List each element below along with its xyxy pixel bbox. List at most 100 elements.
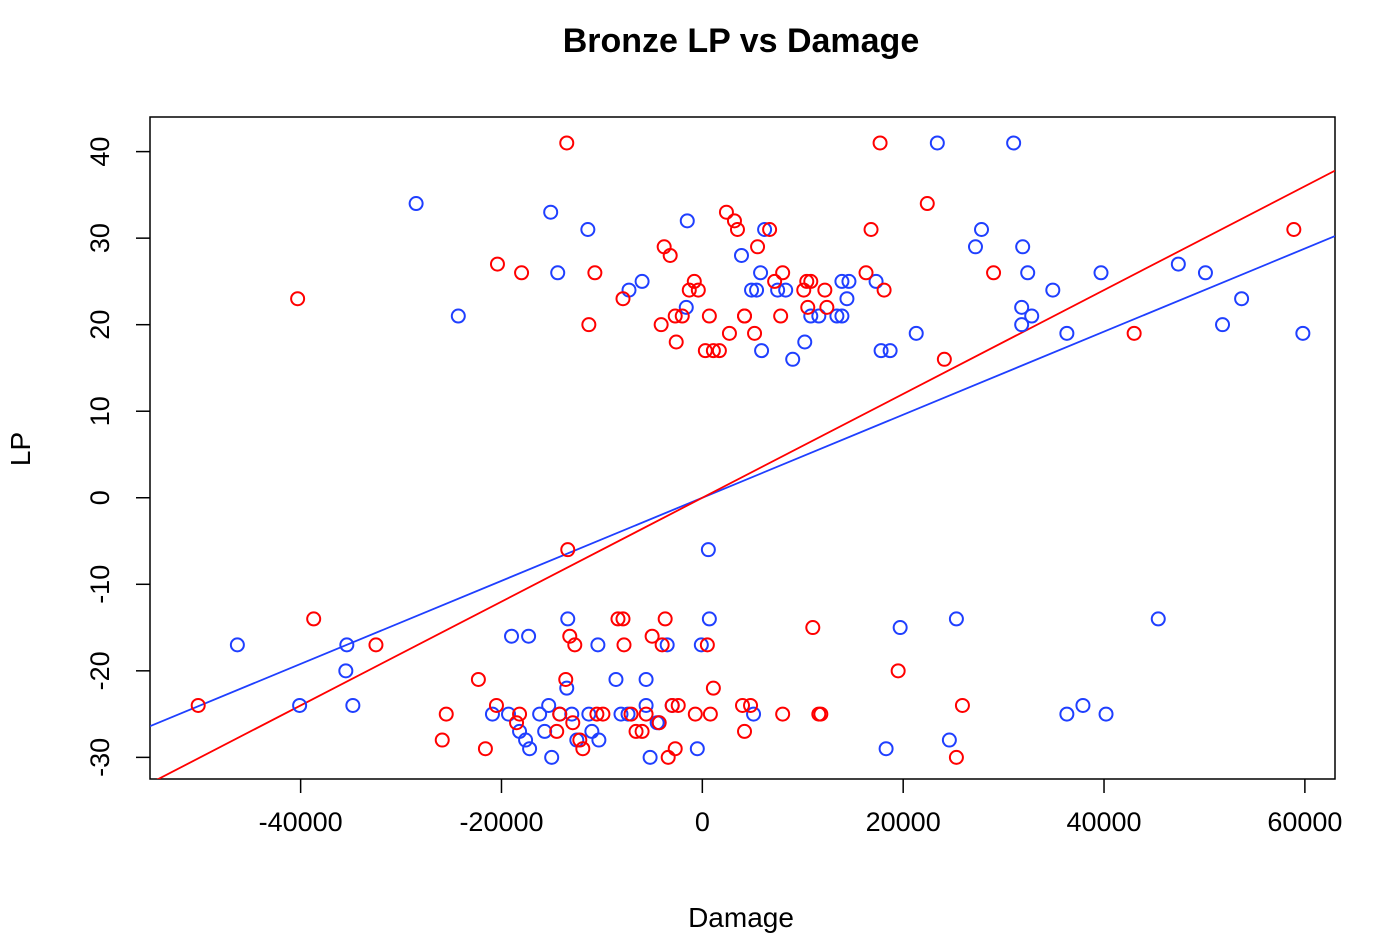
data-point-series-2 <box>690 282 706 298</box>
data-point-series-2 <box>290 291 306 307</box>
data-point-series-2 <box>368 637 384 653</box>
data-point-series-2 <box>813 706 829 722</box>
data-point-series-1 <box>868 273 884 289</box>
data-point-series-1 <box>1295 325 1311 341</box>
data-point-series-1 <box>1024 308 1040 324</box>
data-point-series-1 <box>1014 317 1030 333</box>
data-point-series-1 <box>613 706 629 722</box>
data-point-series-1 <box>749 282 765 298</box>
data-point-series-1 <box>450 308 466 324</box>
x-tick-label: 60000 <box>1267 807 1342 837</box>
data-point-series-1 <box>1059 325 1075 341</box>
data-point-series-2 <box>954 697 970 713</box>
data-point-series-1 <box>1098 706 1114 722</box>
data-point-series-2 <box>702 706 718 722</box>
data-point-series-1 <box>1075 697 1091 713</box>
data-point-series-1 <box>770 282 786 298</box>
data-point-series-2 <box>572 732 588 748</box>
data-point-series-1 <box>541 697 557 713</box>
data-point-series-1 <box>559 680 575 696</box>
data-point-series-2 <box>567 637 583 653</box>
data-point-series-1 <box>532 706 548 722</box>
y-tick-label: 20 <box>85 310 115 340</box>
data-point-series-2 <box>872 135 888 151</box>
data-point-series-1 <box>484 706 500 722</box>
data-point-series-2 <box>773 308 789 324</box>
data-point-series-2 <box>701 308 717 324</box>
data-point-series-2 <box>876 282 892 298</box>
data-point-series-1 <box>811 308 827 324</box>
data-point-series-2 <box>560 542 576 558</box>
data-point-series-2 <box>718 204 734 220</box>
data-point-series-2 <box>489 256 505 272</box>
data-point-series-2 <box>726 213 742 229</box>
data-point-series-2 <box>681 282 697 298</box>
data-point-series-2 <box>654 637 670 653</box>
data-point-series-1 <box>908 325 924 341</box>
data-point-series-2 <box>549 723 565 739</box>
data-point-series-1 <box>339 637 355 653</box>
data-point-series-2 <box>667 741 683 757</box>
data-point-series-2 <box>737 723 753 739</box>
data-point-series-1 <box>892 620 908 636</box>
data-point-series-1 <box>560 611 576 627</box>
data-point-series-2 <box>948 749 964 765</box>
data-point-series-2 <box>863 221 879 237</box>
data-point-series-2 <box>750 239 766 255</box>
data-point-series-2 <box>711 343 727 359</box>
data-point-series-1 <box>746 706 762 722</box>
data-point-series-1 <box>642 749 658 765</box>
data-point-series-2 <box>664 697 680 713</box>
data-point-series-1 <box>797 334 813 350</box>
data-point-series-2 <box>514 265 530 281</box>
data-point-series-1 <box>744 282 760 298</box>
data-point-series-1 <box>1215 317 1231 333</box>
data-point-series-2 <box>705 343 721 359</box>
data-point-series-1 <box>634 273 650 289</box>
data-point-series-2 <box>470 671 486 687</box>
data-point-series-2 <box>634 723 650 739</box>
data-point-series-1 <box>701 611 717 627</box>
x-tick-label: -20000 <box>459 807 543 837</box>
data-point-series-1 <box>929 135 945 151</box>
data-point-series-2 <box>1126 325 1142 341</box>
data-point-series-2 <box>800 299 816 315</box>
data-point-series-1 <box>543 204 559 220</box>
data-point-series-2 <box>919 196 935 212</box>
data-point-series-2 <box>762 221 778 237</box>
data-point-series-2 <box>805 620 821 636</box>
data-point-series-1 <box>345 697 361 713</box>
data-point-series-2 <box>660 749 676 765</box>
data-point-series-2 <box>936 351 952 367</box>
data-point-series-1 <box>778 282 794 298</box>
x-tick-label: 40000 <box>1066 807 1141 837</box>
data-point-series-1 <box>834 308 850 324</box>
y-tick-label: 10 <box>85 396 115 426</box>
data-point-series-1 <box>948 611 964 627</box>
data-point-series-2 <box>615 611 631 627</box>
data-point-series-1 <box>518 732 534 748</box>
data-point-series-2 <box>509 715 525 731</box>
data-point-series-1 <box>522 741 538 757</box>
data-point-series-2 <box>743 697 759 713</box>
data-point-series-2 <box>565 715 581 731</box>
data-point-series-2 <box>587 265 603 281</box>
data-point-series-1 <box>638 697 654 713</box>
data-point-series-2 <box>890 663 906 679</box>
data-point-series-1 <box>501 706 517 722</box>
data-point-series-2 <box>699 637 715 653</box>
data-point-series-1 <box>1093 265 1109 281</box>
data-point-series-2 <box>729 221 745 237</box>
y-tick-label: -10 <box>85 565 115 604</box>
data-point-series-2 <box>686 273 702 289</box>
data-point-series-2 <box>559 135 575 151</box>
data-point-series-1 <box>679 213 695 229</box>
data-point-series-2 <box>610 611 626 627</box>
data-point-series-1 <box>882 343 898 359</box>
data-point-series-2 <box>817 282 833 298</box>
data-point-series-2 <box>697 343 713 359</box>
data-point-series-2 <box>775 265 791 281</box>
data-point-series-2 <box>737 308 753 324</box>
data-point-series-1 <box>1045 282 1061 298</box>
data-point-series-1 <box>550 265 566 281</box>
